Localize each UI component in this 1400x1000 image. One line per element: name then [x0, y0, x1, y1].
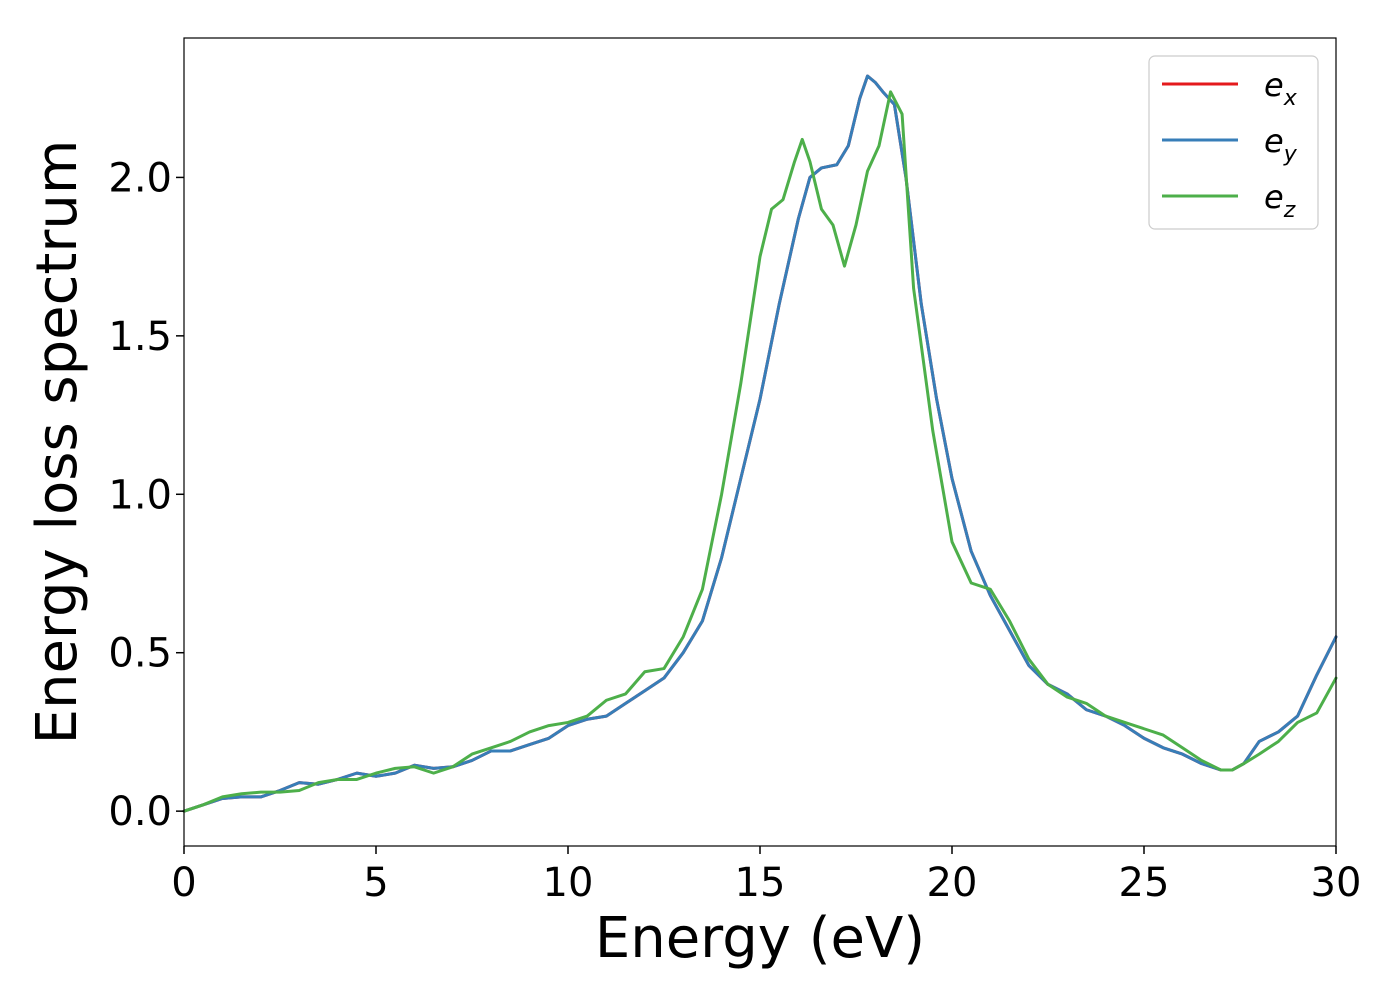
x-axis-ticks: 0 5 10 15 20 25 30 — [171, 846, 1361, 906]
x-axis-title: Energy (eV) — [595, 906, 925, 971]
legend-label-e-y: ey — [1264, 122, 1298, 167]
legend-label-subscript: x — [1283, 86, 1298, 111]
series-line-e-z — [182, 90, 1338, 813]
legend-label-main: e — [1264, 66, 1284, 104]
legend-label-main: e — [1264, 178, 1284, 216]
x-tick-label: 25 — [1119, 860, 1170, 906]
legend-box — [1148, 55, 1319, 230]
y-tick-label: 2.0 — [108, 155, 172, 201]
y-tick-label: 0.0 — [108, 789, 172, 835]
x-tick-label: 30 — [1311, 860, 1362, 906]
y-axis-title: Energy loss spectrum — [25, 140, 90, 745]
legend-label-subscript: z — [1283, 198, 1296, 223]
legend-label-e-x: ex — [1264, 66, 1298, 111]
series-line-e-y — [182, 74, 1338, 813]
legend-label-e-z: ez — [1264, 178, 1296, 223]
legend-label-subscript: y — [1283, 142, 1298, 167]
y-tick-label: 0.5 — [108, 631, 172, 677]
x-tick-label: 5 — [363, 860, 388, 906]
x-tick-label: 15 — [735, 860, 786, 906]
y-axis-ticks: 0.0 0.5 1.0 1.5 2.0 — [108, 155, 184, 835]
x-tick-label: 20 — [927, 860, 978, 906]
y-tick-label: 1.5 — [108, 314, 172, 360]
series-layer — [182, 74, 1338, 813]
legend-label-main: e — [1264, 122, 1284, 160]
y-tick-label: 1.0 — [108, 472, 172, 518]
x-tick-label: 10 — [543, 860, 594, 906]
x-tick-label: 0 — [171, 860, 196, 906]
